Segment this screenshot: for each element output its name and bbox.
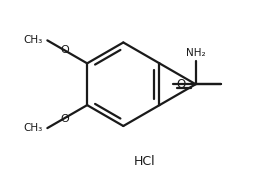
Text: CH₃: CH₃	[23, 123, 42, 133]
Text: HCl: HCl	[133, 155, 154, 168]
Text: O: O	[60, 114, 69, 124]
Text: O: O	[60, 45, 69, 55]
Text: NH₂: NH₂	[185, 48, 205, 58]
Text: CH₃: CH₃	[23, 35, 42, 45]
Text: O: O	[175, 78, 185, 91]
